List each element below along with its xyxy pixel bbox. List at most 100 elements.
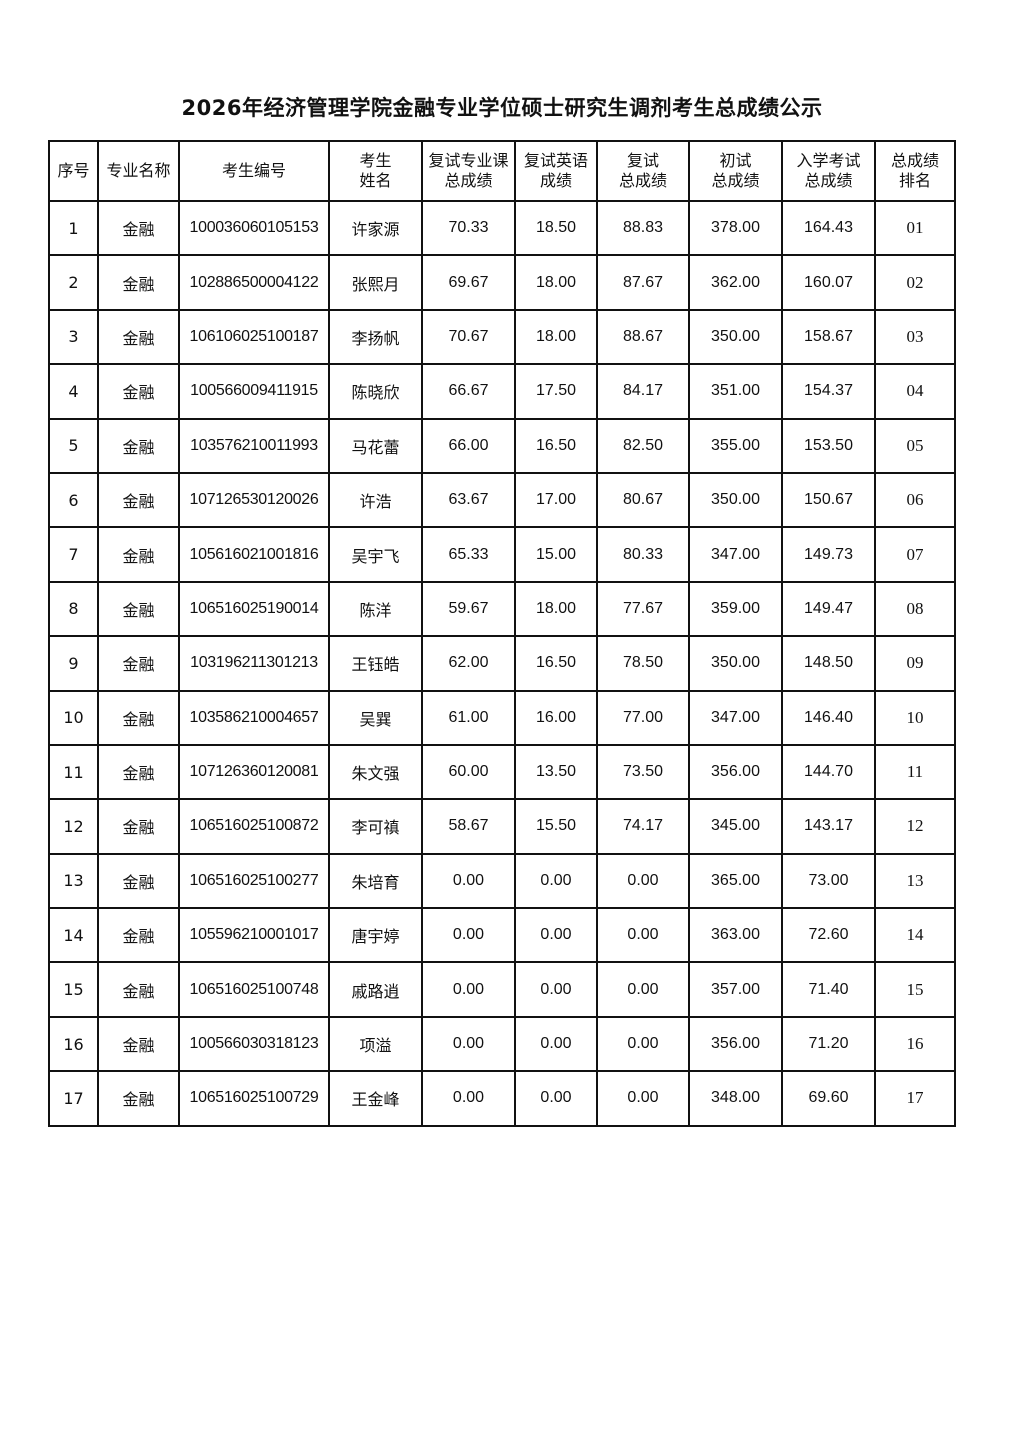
header-col-index: 序号	[48, 140, 99, 202]
cell-rank: 16	[874, 1015, 956, 1073]
header-text: 复试英语	[523, 151, 588, 170]
cell-candidate-id: 103576210011993	[178, 417, 330, 474]
header-col-initial-total: 初试 总成绩	[688, 140, 783, 202]
header-col-candidate-id: 考生编号	[178, 140, 330, 202]
cell-admission-total: 164.43	[781, 199, 876, 257]
header-text: 复试	[626, 151, 659, 170]
cell-candidate-id: 102886500004122	[178, 254, 330, 311]
cell-index: 8	[48, 580, 99, 638]
table-row: 1 金融 100036060105153 许家源 70.33 18.50 88.83 378.…	[48, 199, 956, 257]
cell-name: 许浩	[328, 471, 423, 529]
cell-admission-total: 150.67	[781, 471, 876, 529]
table-row: 14 金融 105596210001017 唐宇婷 0.00 0.00 0.00 363.00…	[48, 907, 956, 964]
cell-admission-total: 72.60	[781, 907, 876, 964]
cell-candidate-id: 100036060105153	[178, 199, 330, 257]
table-row: 4 金融 100566009411915 陈晓欣 66.67 17.50 84.17 351.…	[48, 363, 956, 420]
cell-candidate-id: 106516025190014	[178, 580, 330, 638]
cell-name: 许家源	[328, 199, 423, 257]
score-table: 序号 专业名称 考生编号 考生 姓名 复试专业课 总成绩 复试英语 成绩 复试 总成绩 初试 总成绩 入学…	[48, 140, 956, 1127]
cell-index: 4	[48, 363, 99, 420]
cell-admission-total: 148.50	[781, 635, 876, 692]
cell-retest-total: 87.67	[596, 254, 690, 311]
header-text: 初试	[719, 151, 752, 170]
cell-admission-total: 154.37	[781, 363, 876, 420]
cell-retest-english-score: 16.50	[514, 635, 598, 692]
cell-retest-english-score: 0.00	[514, 907, 598, 964]
cell-retest-total: 80.33	[596, 526, 690, 583]
table-row: 12 金融 106516025100872 李可禛 58.67 15.50 74.17 345…	[48, 798, 956, 855]
cell-retest-total: 77.67	[596, 580, 690, 638]
cell-name: 吴宇飞	[328, 526, 423, 583]
cell-major: 金融	[97, 308, 180, 366]
table-row: 9 金融 103196211301213 王钰皓 62.00 16.50 78.50 350.…	[48, 635, 956, 692]
cell-retest-major-score: 63.67	[421, 471, 516, 529]
cell-retest-major-score: 62.00	[421, 635, 516, 692]
cell-rank: 13	[874, 852, 956, 910]
cell-retest-major-score: 66.00	[421, 417, 516, 474]
table-row: 5 金融 103576210011993 马花蕾 66.00 16.50 82.50 355.…	[48, 417, 956, 474]
cell-retest-english-score: 0.00	[514, 1015, 598, 1073]
cell-major: 金融	[97, 798, 180, 855]
header-text: 入学考试	[796, 151, 861, 170]
cell-initial-total: 356.00	[688, 1015, 783, 1073]
cell-rank: 01	[874, 199, 956, 257]
cell-retest-total: 0.00	[596, 1015, 690, 1073]
cell-rank: 09	[874, 635, 956, 692]
header-text: 成绩	[539, 171, 572, 190]
table-row: 13 金融 106516025100277 朱培育 0.00 0.00 0.00 365.00…	[48, 852, 956, 910]
cell-index: 10	[48, 689, 99, 746]
cell-retest-major-score: 59.67	[421, 580, 516, 638]
cell-initial-total: 347.00	[688, 689, 783, 746]
cell-candidate-id: 105616021001816	[178, 526, 330, 583]
cell-index: 17	[48, 1070, 99, 1127]
cell-retest-english-score: 15.00	[514, 526, 598, 583]
cell-candidate-id: 106516025100748	[178, 961, 330, 1018]
cell-rank: 11	[874, 743, 956, 801]
cell-major: 金融	[97, 199, 180, 257]
cell-rank: 05	[874, 417, 956, 474]
header-text: 序号	[57, 161, 90, 180]
cell-retest-total: 80.67	[596, 471, 690, 529]
cell-retest-total: 73.50	[596, 743, 690, 801]
cell-retest-major-score: 58.67	[421, 798, 516, 855]
cell-retest-english-score: 0.00	[514, 1070, 598, 1127]
header-text: 总成绩	[711, 171, 760, 190]
cell-rank: 14	[874, 907, 956, 964]
cell-index: 15	[48, 961, 99, 1018]
cell-index: 14	[48, 907, 99, 964]
cell-name: 朱培育	[328, 852, 423, 910]
cell-index: 7	[48, 526, 99, 583]
cell-candidate-id: 106516025100729	[178, 1070, 330, 1127]
cell-admission-total: 153.50	[781, 417, 876, 474]
table-row: 3 金融 106106025100187 李扬帆 70.67 18.00 88.67 350.…	[48, 308, 956, 366]
cell-candidate-id: 100566009411915	[178, 363, 330, 420]
cell-candidate-id: 106516025100277	[178, 852, 330, 910]
cell-retest-major-score: 61.00	[421, 689, 516, 746]
cell-major: 金融	[97, 961, 180, 1018]
cell-index: 5	[48, 417, 99, 474]
cell-retest-major-score: 0.00	[421, 1070, 516, 1127]
cell-rank: 06	[874, 471, 956, 529]
cell-retest-total: 84.17	[596, 363, 690, 420]
cell-initial-total: 365.00	[688, 852, 783, 910]
cell-name: 王金峰	[328, 1070, 423, 1127]
cell-name: 吴巽	[328, 689, 423, 746]
cell-name: 唐宇婷	[328, 907, 423, 964]
cell-index: 3	[48, 308, 99, 366]
header-text: 姓名	[359, 171, 392, 190]
cell-rank: 08	[874, 580, 956, 638]
cell-admission-total: 71.40	[781, 961, 876, 1018]
cell-admission-total: 144.70	[781, 743, 876, 801]
cell-retest-total: 88.67	[596, 308, 690, 366]
table-row: 17 金融 106516025100729 王金峰 0.00 0.00 0.00 348.00…	[48, 1070, 956, 1127]
header-col-name: 考生 姓名	[328, 140, 423, 202]
cell-initial-total: 350.00	[688, 471, 783, 529]
cell-name: 李扬帆	[328, 308, 423, 366]
header-col-admission-total: 入学考试 总成绩	[781, 140, 876, 202]
header-text: 排名	[898, 171, 931, 190]
header-text: 考生	[359, 151, 392, 170]
cell-retest-english-score: 17.00	[514, 471, 598, 529]
cell-major: 金融	[97, 526, 180, 583]
cell-retest-english-score: 15.50	[514, 798, 598, 855]
cell-candidate-id: 106106025100187	[178, 308, 330, 366]
